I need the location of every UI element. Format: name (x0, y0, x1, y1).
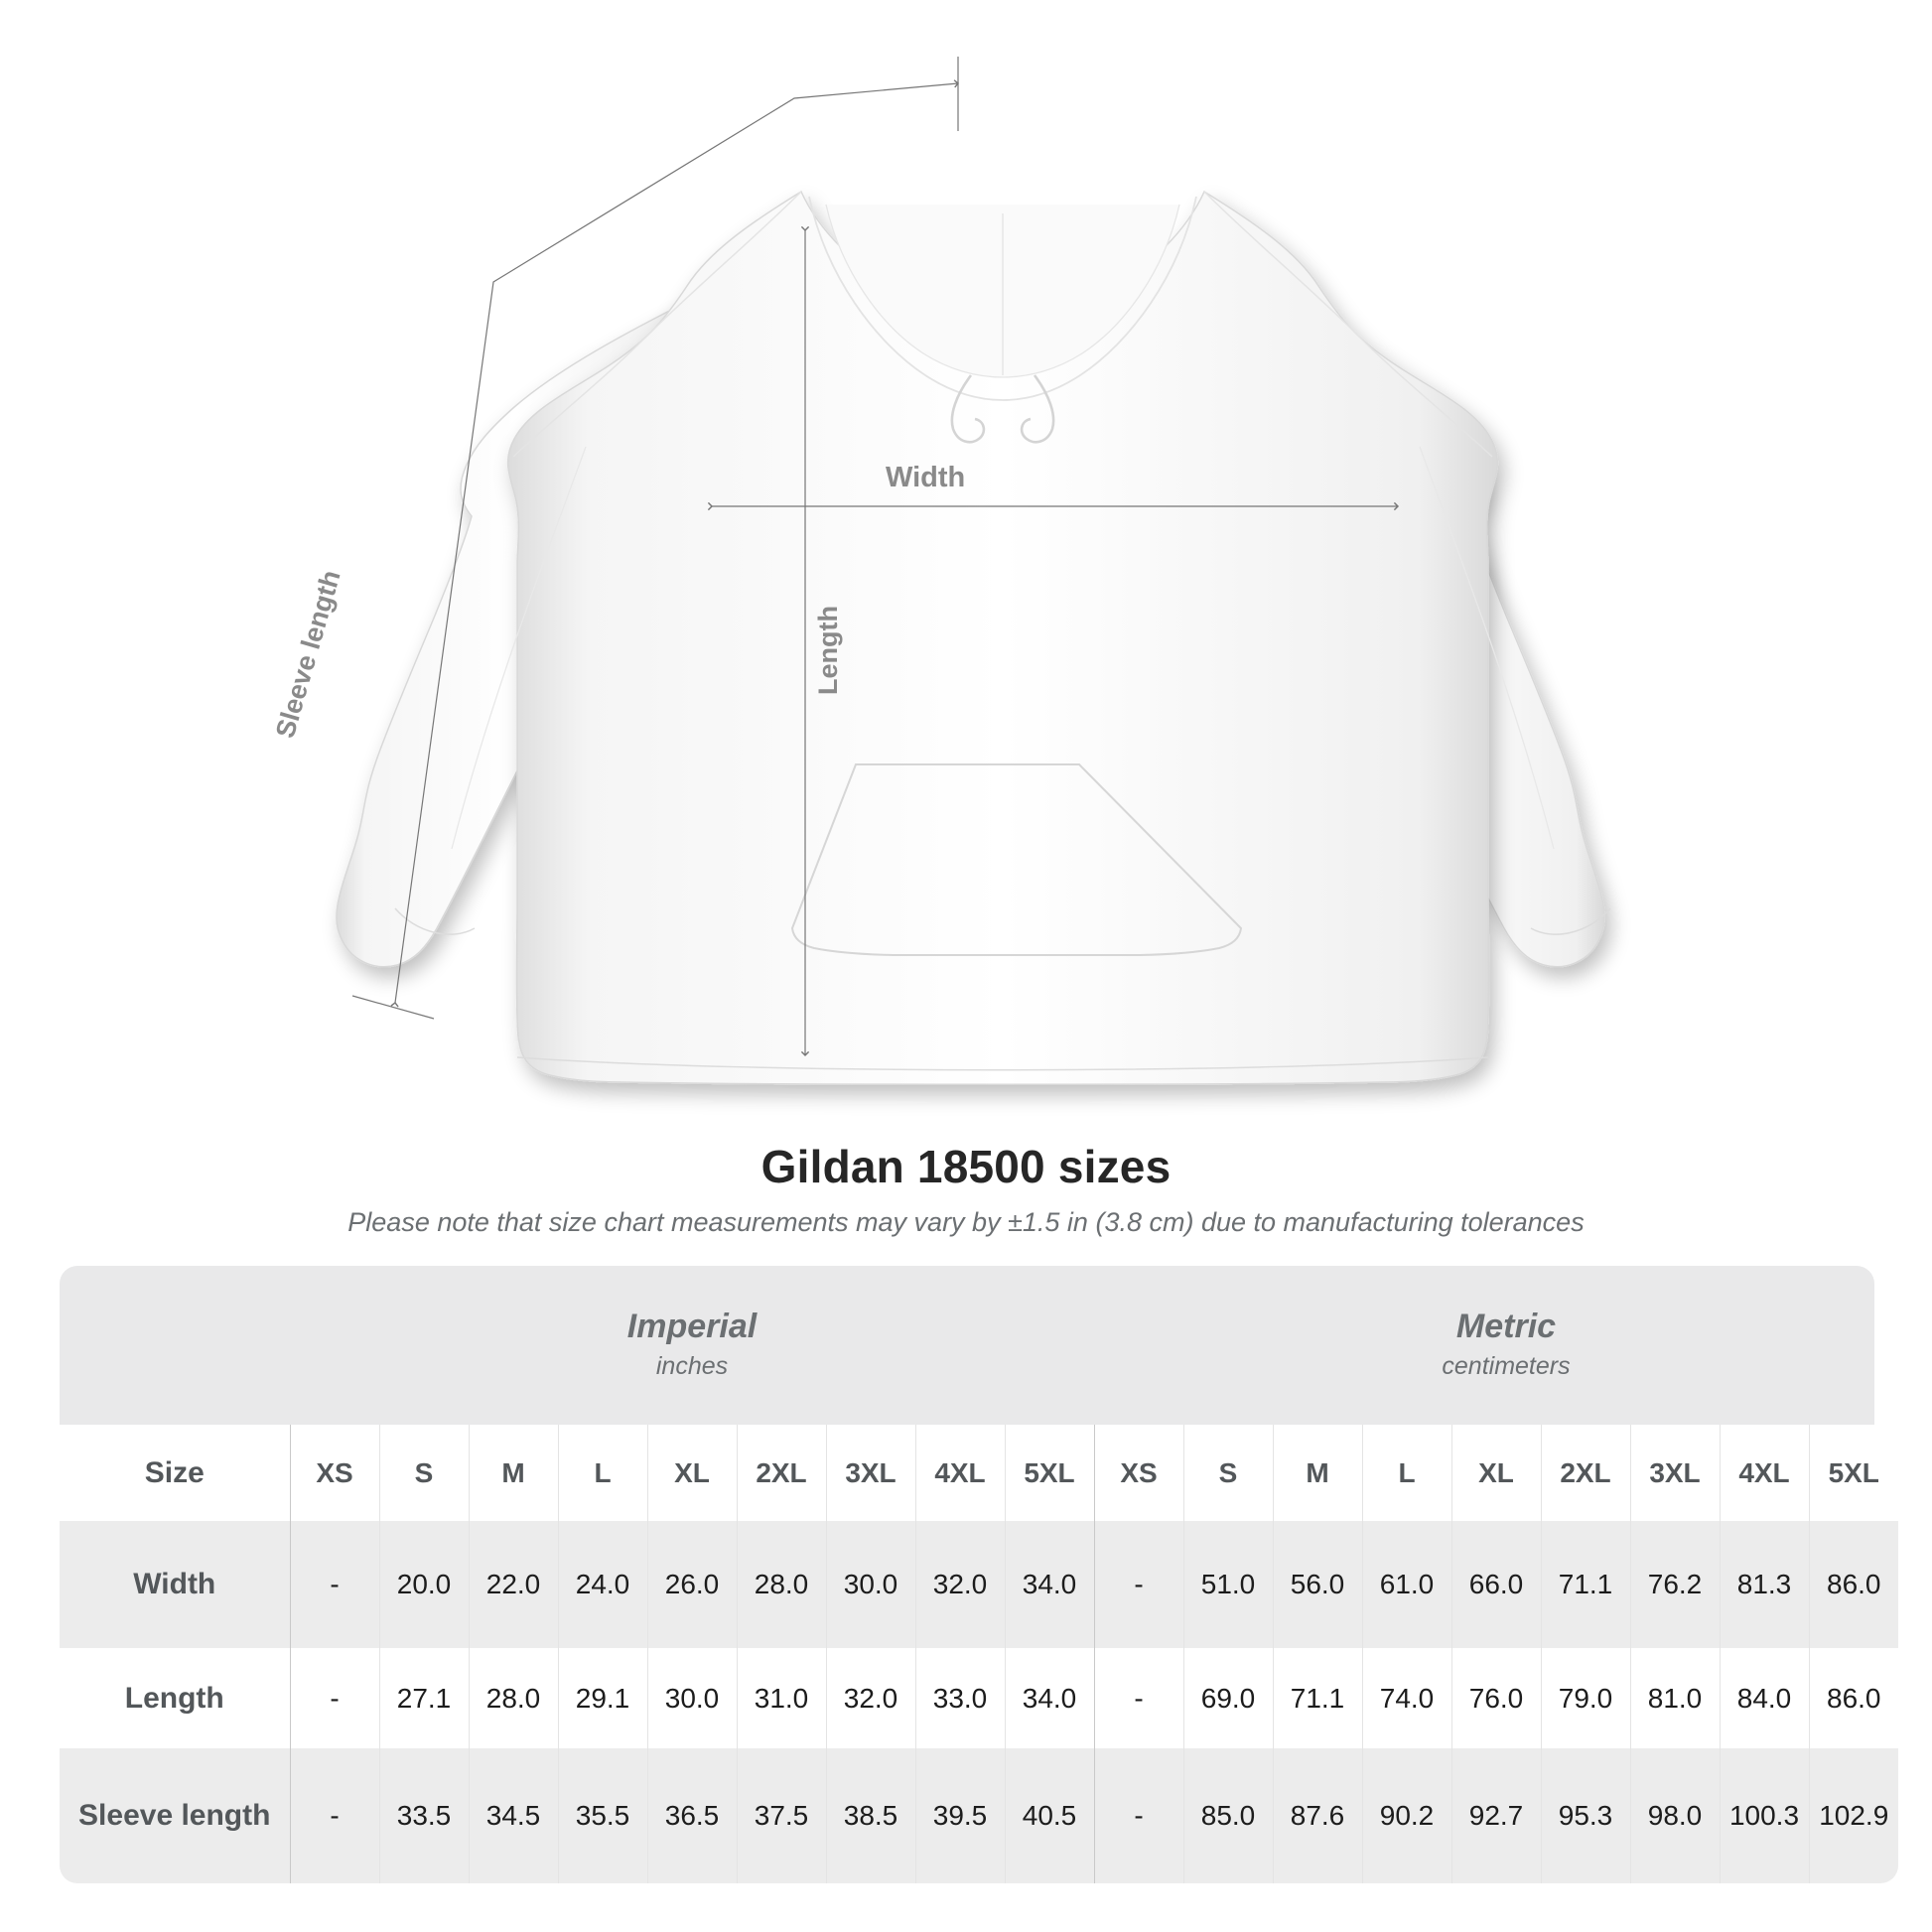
svg-text:Length: Length (813, 606, 843, 695)
svg-text:Sleeve length: Sleeve length (270, 567, 346, 742)
svg-text:Width: Width (886, 462, 965, 493)
